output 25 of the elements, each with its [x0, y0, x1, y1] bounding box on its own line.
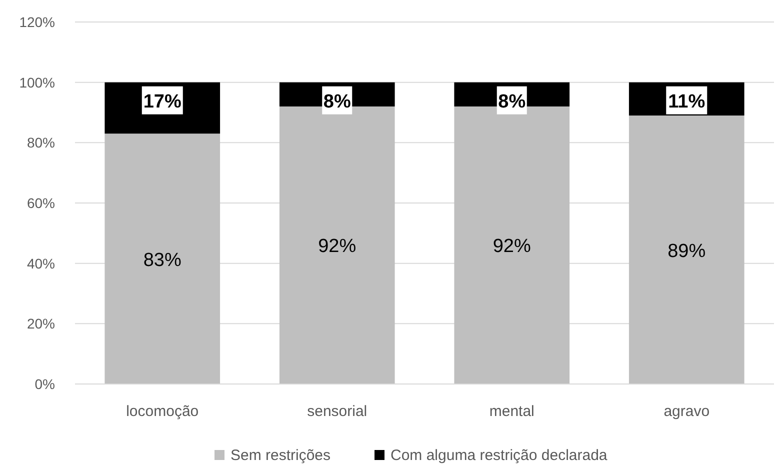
y-tick-label: 40%: [26, 255, 55, 272]
data-label: 8%: [498, 91, 526, 112]
y-tick-label: 120%: [19, 14, 55, 30]
data-label: 11%: [668, 91, 706, 112]
x-tick-label: mental: [489, 403, 534, 420]
data-label: 83%: [143, 250, 182, 271]
data-label: 89%: [668, 240, 706, 262]
y-tick-label: 20%: [26, 316, 55, 332]
legend-label: Sem restrições: [230, 447, 331, 464]
x-tick-label: locomoção: [126, 403, 199, 420]
bar: [454, 106, 570, 384]
data-label: 17%: [143, 91, 182, 112]
x-tick-label: agravo: [664, 403, 710, 420]
y-tick-label: 60%: [26, 195, 55, 211]
y-tick-label: 100%: [19, 74, 55, 90]
data-label: 92%: [492, 236, 531, 258]
legend-label: Com alguma restrição declarada: [390, 447, 608, 464]
data-label: 8%: [323, 91, 351, 112]
bar: [628, 116, 744, 384]
x-tick-label: sensorial: [307, 403, 368, 420]
y-tick-label: 0%: [34, 376, 55, 392]
bar: [104, 134, 220, 384]
bar: [279, 106, 395, 384]
data-label: 92%: [318, 236, 356, 258]
y-tick-label: 80%: [26, 134, 55, 151]
